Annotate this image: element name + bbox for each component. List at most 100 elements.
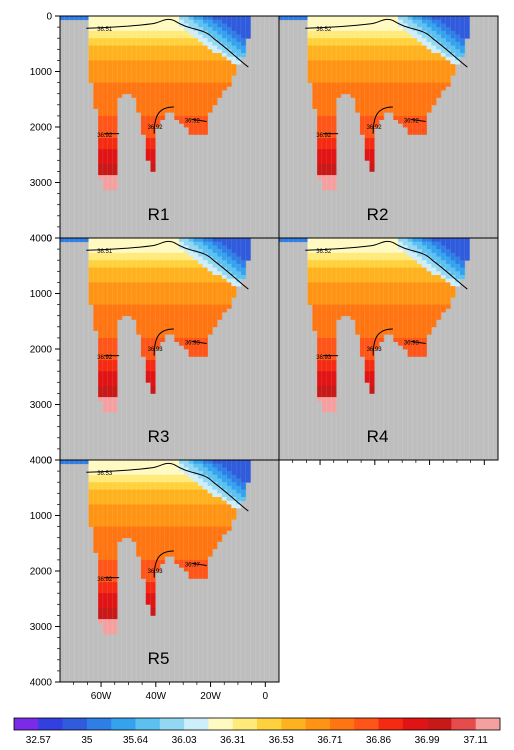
salinity-cell	[179, 323, 185, 328]
salinity-cell	[450, 289, 456, 294]
salinity-cell	[326, 308, 332, 313]
salinity-cell	[102, 363, 109, 368]
salinity-cell	[383, 78, 389, 83]
salinity-cell	[136, 545, 142, 550]
salinity-cell	[245, 463, 251, 468]
salinity-cell	[202, 82, 208, 87]
salinity-cell	[112, 286, 118, 291]
salinity-cell	[88, 500, 94, 505]
salinity-cell	[369, 56, 375, 61]
salinity-cell	[198, 86, 204, 91]
salinity-cell	[383, 252, 389, 257]
salinity-cell	[212, 93, 218, 98]
salinity-cell	[107, 27, 113, 32]
salinity-cell	[359, 41, 366, 46]
salinity-cell	[431, 289, 437, 294]
salinity-cell	[107, 260, 113, 265]
salinity-cell	[340, 67, 347, 72]
salinity-cell	[440, 78, 447, 83]
salinity-cell	[383, 300, 389, 305]
salinity-cell	[174, 56, 180, 61]
salinity-cell	[407, 323, 413, 328]
salinity-cell	[88, 278, 94, 283]
salinity-cell	[117, 485, 123, 490]
salinity-cell	[312, 271, 318, 276]
salinity-cell	[102, 345, 109, 350]
salinity-cell	[174, 249, 180, 254]
salinity-cell	[107, 67, 113, 72]
salinity-cell	[221, 82, 228, 87]
salinity-cell	[212, 315, 218, 320]
salinity-cell	[445, 82, 451, 87]
salinity-cell	[131, 45, 137, 50]
salinity-cell	[102, 326, 109, 331]
salinity-cell	[174, 289, 180, 294]
salinity-cell	[140, 463, 147, 468]
salinity-cell	[140, 541, 147, 546]
salinity-cell	[369, 93, 375, 98]
salinity-cell	[98, 367, 104, 372]
salinity-cell	[426, 330, 432, 335]
salinity-cell	[150, 160, 156, 165]
salinity-cell	[336, 278, 342, 283]
salinity-cell	[193, 49, 199, 54]
salinity-cell	[169, 541, 175, 546]
salinity-cell	[240, 19, 247, 24]
salinity-cell	[98, 238, 104, 243]
salinity-cell	[198, 500, 204, 505]
salinity-cell	[188, 119, 194, 124]
salinity-cell	[131, 293, 137, 298]
contour-line	[153, 328, 174, 356]
salinity-cell	[98, 260, 104, 265]
salinity-cell	[121, 482, 128, 487]
salinity-cell	[107, 71, 113, 76]
salinity-cell	[402, 108, 408, 113]
salinity-cell	[193, 115, 199, 120]
salinity-cell	[107, 278, 113, 283]
salinity-cell	[364, 352, 370, 357]
salinity-cell	[183, 330, 189, 335]
salinity-cell	[193, 101, 199, 106]
contour-line	[372, 106, 393, 134]
salinity-cell	[107, 334, 113, 339]
salinity-cell	[393, 286, 399, 291]
salinity-cell	[359, 38, 366, 43]
salinity-cell	[464, 30, 470, 35]
salinity-cell	[107, 256, 113, 261]
salinity-cell	[174, 534, 180, 539]
salinity-cell	[98, 86, 104, 91]
salinity-cell	[198, 34, 204, 39]
salinity-cell	[307, 260, 313, 265]
salinity-cell	[145, 104, 151, 109]
salinity-cell	[88, 263, 94, 268]
salinity-cell	[174, 467, 180, 472]
salinity-cell	[183, 252, 189, 257]
salinity-cell	[364, 341, 370, 346]
salinity-cell	[102, 23, 109, 28]
salinity-cell	[159, 252, 166, 257]
salinity-cell	[345, 241, 351, 246]
salinity-cell	[407, 60, 413, 65]
salinity-cell	[212, 537, 218, 542]
salinity-cell	[183, 278, 189, 283]
salinity-cell	[198, 278, 204, 283]
salinity-cell	[393, 263, 399, 268]
salinity-cell	[212, 45, 218, 50]
salinity-cell	[169, 289, 175, 294]
salinity-cell	[393, 71, 399, 76]
salinity-cell	[207, 64, 213, 69]
salinity-cell	[431, 282, 437, 287]
salinity-cell	[350, 16, 356, 21]
salinity-cell	[136, 474, 142, 479]
salinity-cell	[179, 463, 185, 468]
salinity-cell	[117, 53, 123, 58]
salinity-cell	[331, 45, 337, 50]
salinity-cell	[88, 53, 94, 58]
salinity-cell	[440, 241, 447, 246]
salinity-cell	[198, 275, 204, 280]
salinity-cell	[188, 19, 194, 24]
salinity-cell	[169, 534, 175, 539]
salinity-cell	[93, 78, 99, 83]
salinity-cell	[355, 104, 361, 109]
salinity-cell	[183, 467, 189, 472]
